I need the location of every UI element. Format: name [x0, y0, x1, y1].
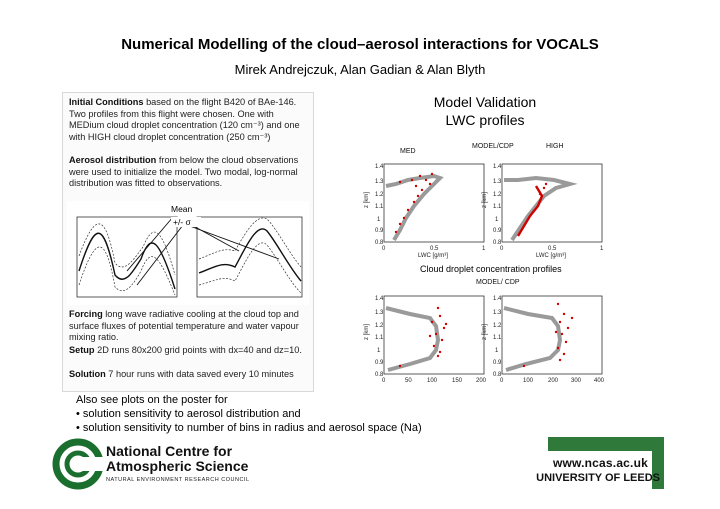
setup-body: 2D runs 80x200 grid points with dx=40 an…	[94, 345, 302, 355]
ncas-swirl-icon	[52, 438, 104, 490]
svg-text:1: 1	[600, 246, 604, 252]
validation-figure: MODEL/CDP MED HIGH 1.4 1.3 1.2 1.1 1 0.9 0.…	[364, 143, 605, 384]
svg-text:1.3: 1.3	[375, 310, 384, 316]
lwc-axis-label-2: LWC [g/m³]	[536, 253, 566, 259]
svg-text:0.5: 0.5	[548, 246, 557, 252]
svg-text:0.9: 0.9	[493, 228, 502, 234]
svg-text:1: 1	[377, 217, 381, 223]
ncas-url: www.ncas.ac.uk	[552, 456, 648, 470]
initial-conditions-text: Initial Conditions based on the flight B…	[69, 97, 309, 143]
setup-text: Setup 2D runs 80x200 grid points with dx…	[69, 345, 309, 357]
footnote: Also see plots on the poster for • solut…	[76, 393, 422, 435]
svg-text:0.5: 0.5	[430, 246, 439, 252]
solution-heading: Solution	[69, 369, 106, 379]
z-axis-label-4: z [km]	[482, 324, 488, 340]
model-validation-label: Model Validation	[433, 94, 537, 110]
leeds-logo-text: UNIVERSITY OF LEEDS	[536, 472, 660, 484]
svg-text:1: 1	[495, 348, 499, 354]
authors: Mirek Andrejczuk, Alan Gadian & Alan Bly…	[234, 62, 486, 77]
svg-text:400: 400	[594, 378, 605, 384]
svg-text:150: 150	[452, 378, 463, 384]
forcing-heading: Forcing	[69, 309, 103, 319]
nerc-label: NATURAL ENVIRONMENT RESEARCH COUNCIL	[106, 477, 250, 483]
footnote-bullet-2: • solution sensitivity to number of bins…	[76, 422, 422, 434]
lwc-high-plot	[501, 163, 603, 243]
svg-text:1.3: 1.3	[493, 310, 502, 316]
svg-text:1.1: 1.1	[375, 204, 384, 210]
svg-text:300: 300	[571, 378, 582, 384]
svg-text:0.8: 0.8	[375, 240, 384, 246]
ncas-logo	[52, 438, 104, 490]
sigma-label: +/- σ	[173, 217, 192, 227]
z-axis-label-1: z [km]	[364, 192, 370, 208]
cdc-title: Cloud droplet concentration profiles	[420, 264, 562, 274]
svg-text:0.9: 0.9	[375, 360, 384, 366]
svg-text:1.1: 1.1	[493, 204, 502, 210]
svg-text:0: 0	[500, 378, 504, 384]
aerosol-body: from below the cloud observations were u…	[69, 155, 299, 189]
svg-text:1.2: 1.2	[375, 192, 384, 198]
z-axis-label-2: z [km]	[482, 192, 488, 208]
svg-text:1.4: 1.4	[375, 164, 384, 170]
nd-med-plot	[383, 295, 485, 375]
footnote-bullet-1: • solution sensitivity to aerosol distri…	[76, 408, 301, 420]
ncas-name: National Centre for Atmospheric Science …	[106, 443, 250, 484]
svg-text:200: 200	[476, 378, 487, 384]
svg-text:0.9: 0.9	[493, 360, 502, 366]
svg-text:1.2: 1.2	[493, 323, 502, 329]
z-axis-label-3: z [km]	[364, 324, 370, 340]
footnote-intro: Also see plots on the poster for	[76, 394, 228, 406]
svg-text:0: 0	[500, 246, 504, 252]
svg-text:1.4: 1.4	[493, 164, 502, 170]
ncas-name-line-2: Atmospheric Science	[106, 458, 249, 474]
lwc-med-plot	[383, 163, 485, 243]
svg-text:200: 200	[548, 378, 559, 384]
initial-conditions-heading: Initial Conditions	[69, 97, 144, 107]
svg-text:0.9: 0.9	[375, 228, 384, 234]
page-title: Numerical Modelling of the cloud–aerosol…	[121, 36, 599, 53]
forcing-body: long wave radiative cooling at the cloud…	[69, 309, 299, 343]
svg-text:1.2: 1.2	[375, 323, 384, 329]
svg-text:1: 1	[377, 348, 381, 354]
aerosol-heading: Aerosol distribution	[69, 155, 157, 165]
svg-text:0.8: 0.8	[375, 372, 384, 378]
med-label: MED	[400, 148, 416, 155]
svg-text:100: 100	[427, 378, 438, 384]
svg-text:1: 1	[495, 217, 499, 223]
svg-text:1.3: 1.3	[493, 179, 502, 185]
svg-text:50: 50	[405, 378, 412, 384]
svg-text:1.4: 1.4	[375, 296, 384, 302]
initial-conditions-body: based on the flight B420 of BAe-146. Two…	[69, 97, 300, 142]
ncas-name-line-1: National Centre for	[106, 443, 233, 459]
svg-text:1.1: 1.1	[493, 335, 502, 341]
model-cdp-bottom-label: MODEL/ CDP	[476, 279, 520, 286]
svg-text:1.4: 1.4	[493, 296, 502, 302]
lwc-axis-label-1: LWC [g/m³]	[418, 253, 448, 259]
mean-label: Mean	[171, 204, 193, 214]
svg-text:100: 100	[523, 378, 534, 384]
solution-text: Solution 7 hour runs with data saved eve…	[69, 369, 309, 381]
aerosol-text: Aerosol distribution from below the clou…	[69, 155, 309, 190]
green-bar	[548, 437, 652, 451]
svg-text:0.8: 0.8	[493, 240, 502, 246]
aerosol-distribution-plots: Mean +/- σ	[67, 201, 309, 305]
green-bar-vertical	[652, 437, 664, 489]
svg-text:1: 1	[482, 246, 486, 252]
svg-text:1.3: 1.3	[375, 179, 384, 185]
svg-text:0: 0	[382, 246, 386, 252]
setup-heading: Setup	[69, 345, 95, 355]
nd-high-plot	[501, 295, 603, 375]
svg-text:1.1: 1.1	[375, 335, 384, 341]
svg-text:0.8: 0.8	[493, 372, 502, 378]
high-label: HIGH	[546, 143, 564, 150]
svg-text:1.2: 1.2	[493, 192, 502, 198]
model-cdp-top-label: MODEL/CDP	[472, 143, 514, 150]
svg-text:0: 0	[382, 378, 386, 384]
forcing-text: Forcing long wave radiative cooling at t…	[69, 309, 309, 344]
left-figure-panel: Initial Conditions based on the flight B…	[62, 92, 314, 392]
lwc-profiles-label: LWC profiles	[445, 112, 525, 128]
solution-body: 7 hour runs with data saved every 10 min…	[105, 369, 294, 379]
